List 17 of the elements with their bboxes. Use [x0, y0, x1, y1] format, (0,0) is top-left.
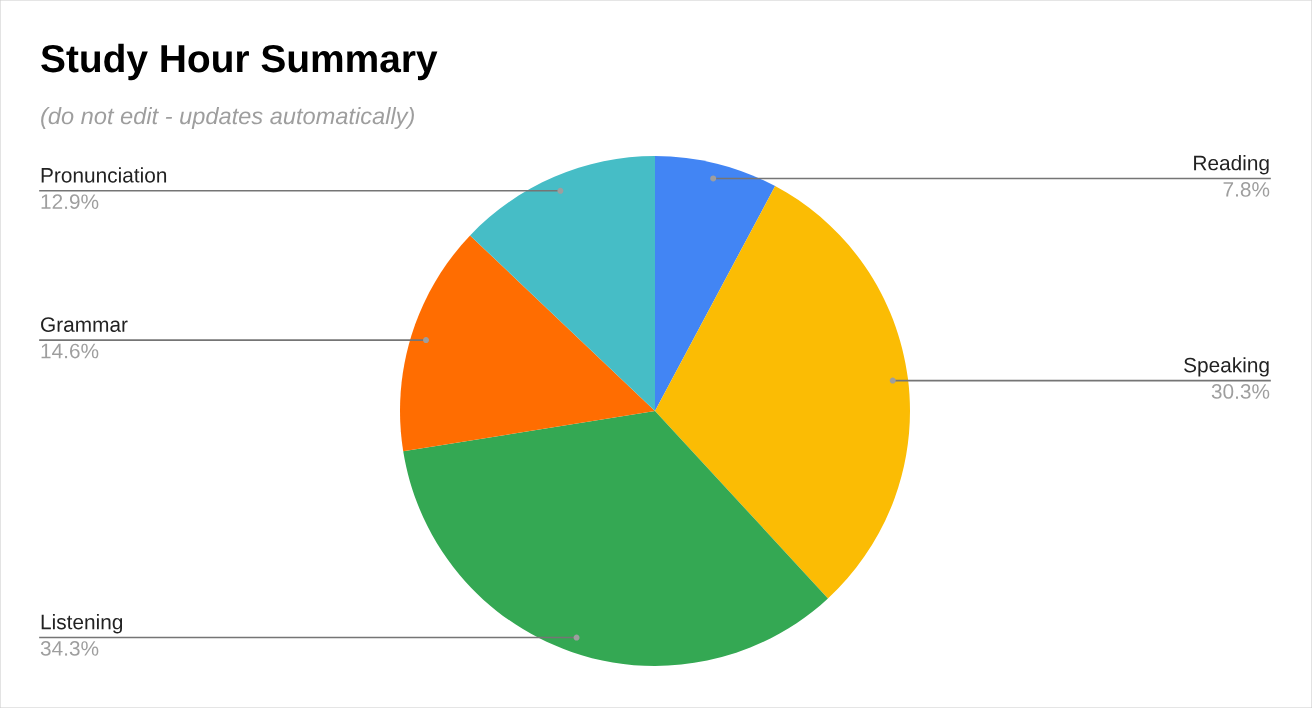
data-label: 34.3% — [40, 641, 99, 656]
data-label: 7.8% — [1223, 182, 1270, 197]
pie-slice — [655, 186, 910, 599]
pie-slice — [470, 156, 655, 411]
pie-slice — [403, 411, 828, 666]
slice-label: Pronunciation — [41, 167, 167, 183]
slice-label: Speaking — [1184, 357, 1269, 377]
pie-slice — [655, 156, 776, 411]
chart-title: Study Hour Summary — [41, 43, 438, 81]
data-label: 14.6% — [41, 343, 99, 359]
pie-slice — [400, 235, 655, 452]
data-label: 12.9% — [41, 194, 99, 210]
slice-label: Grammar — [41, 317, 128, 332]
data-label: 30.3% — [1211, 384, 1270, 399]
chart-subtitle: (do not edit - updates automatically) — [41, 107, 414, 129]
slice-label: Reading — [1194, 155, 1269, 175]
slice-label: Listening — [41, 614, 123, 634]
